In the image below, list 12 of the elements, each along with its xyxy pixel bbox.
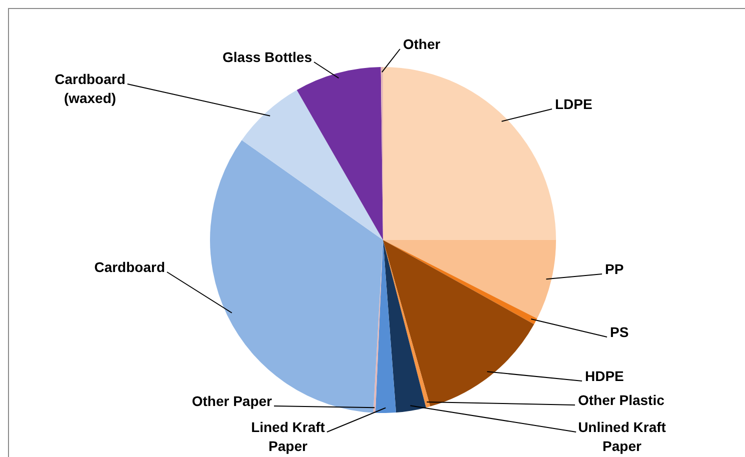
slice-label: Other (403, 36, 441, 52)
slice-label: Lined Kraft Paper (251, 418, 326, 454)
slice-label: Glass Bottles (222, 48, 312, 65)
slice-label: PS (610, 324, 629, 340)
slice-label: Cardboard (94, 258, 165, 275)
slice-label: Other Plastic (578, 392, 665, 408)
slice-label: PP (605, 260, 624, 277)
slice-label: Other Paper (192, 392, 273, 409)
slice-label: LDPE (555, 96, 592, 112)
slice-label: Unlined Kraft Paper (578, 418, 666, 454)
slice-label: HDPE (585, 368, 624, 384)
slice-label: Cardboard (waxed) (54, 70, 126, 106)
